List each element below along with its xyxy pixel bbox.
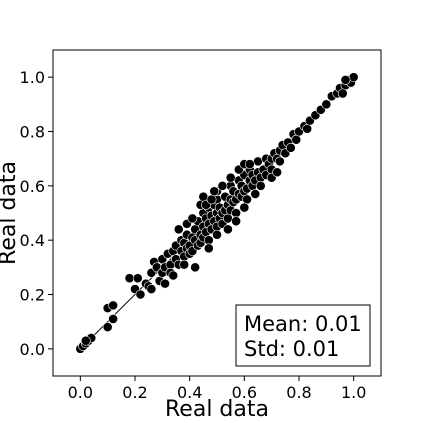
x-tick-label: 0.4 [177,383,202,402]
x-tick-label: 0.8 [286,383,311,402]
scatter-point [209,186,220,197]
y-axis-label: Real data [0,161,21,265]
y-axis-ticks: 0.0 0.2 0.4 0.6 0.8 1.0 [20,68,53,359]
stats-mean-text: Mean: 0.01 [244,312,362,336]
scatter-point [239,202,250,213]
scatter-point [253,156,263,167]
stats-box: Mean: 0.01 Std: 0.01 [235,304,371,367]
scatter-point [244,159,255,169]
scatter-point [340,74,351,85]
scatter-point [321,99,332,110]
x-tick-label: 0.2 [122,383,147,402]
scatter-point [108,300,119,311]
scatter-point [168,270,179,281]
scatter-point [203,235,214,246]
scatter-point [291,134,302,145]
stats-box-frame [235,304,371,367]
scatter-point [223,213,233,224]
y-tick-label: 0.6 [20,177,45,196]
scatter-point [203,243,214,254]
y-tick-label: 0.4 [20,231,45,250]
scatter-point [198,191,209,202]
y-tick-label: 0.2 [20,286,45,305]
scatter-point [80,335,91,346]
x-tick-label: 1.0 [341,383,366,402]
scatter-point [231,208,242,218]
scatter-point [212,229,222,240]
scatter-point [272,167,283,178]
scatter-point [135,289,146,300]
scatter-point [173,224,184,235]
scatter-point [231,216,242,227]
x-tick-label: 0.0 [68,383,93,402]
scatter-point [250,189,261,199]
scatter-point [285,142,296,153]
scatter-point [179,259,190,270]
scatter-point [255,180,266,191]
scatter-point [206,194,217,205]
scatter-point [223,224,233,235]
y-tick-label: 0.8 [20,123,45,142]
scatter-points [75,72,359,354]
scatter-point [124,273,135,284]
scatter-point [160,278,170,289]
scatter-point [274,156,285,167]
stats-std-text: Std: 0.01 [244,337,339,361]
scatter-point [187,213,198,224]
plot-area-frame [52,49,382,377]
scatter-point [302,123,313,134]
scatter-point [337,88,348,99]
scatter-point [102,322,113,332]
x-axis-label: Real data [165,397,269,422]
y-tick-label: 0.0 [20,340,45,359]
scatter-point [217,180,228,191]
scatter-point [242,194,252,205]
scatter-point [132,273,143,284]
scatter-point [225,172,236,183]
scatter-point [108,314,119,324]
scatter-point [190,262,201,273]
y-tick-label: 1.0 [20,68,45,87]
x-tick-label: 0.6 [232,383,257,402]
scatter-point [348,72,359,83]
scatter-point [146,284,157,294]
x-axis-ticks: 0.0 0.2 0.4 0.6 0.8 1.0 [68,376,366,402]
